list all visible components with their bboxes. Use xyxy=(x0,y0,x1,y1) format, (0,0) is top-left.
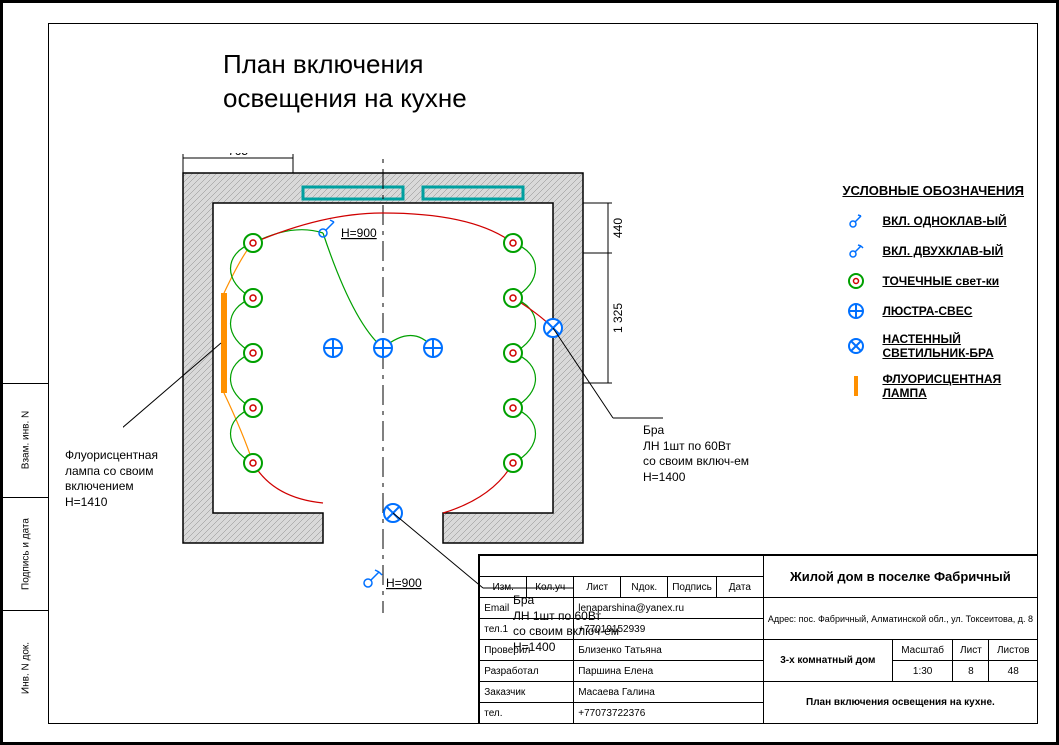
title-line: освещения на кухне xyxy=(223,82,467,116)
legend: УСЛОВНЫЕ ОБОЗНАЧЕНИЯ ВКЛ. ОДНОКЛАВ-ЫЙ ВКЛ… xyxy=(842,183,1024,412)
legend-title: УСЛОВНЫЕ ОБОЗНАЧЕНИЯ xyxy=(842,183,1024,198)
legend-label: ТОЧЕЧНЫЕ свет-ки xyxy=(882,274,999,288)
title-block: Жилой дом в поселке ФабричныйИзм.Кол.учЛ… xyxy=(478,554,1038,724)
drawing-page: Взам. инв. N Подпись и дата Инв. N док. … xyxy=(0,0,1059,745)
legend-row: ВКЛ. ОДНОКЛАВ-ЫЙ xyxy=(842,212,1024,230)
title-line: План включения xyxy=(223,48,467,82)
side-label: Инв. N док. xyxy=(20,642,31,694)
legend-icon xyxy=(842,272,870,290)
svg-text:1 325: 1 325 xyxy=(611,303,625,333)
svg-text:Н=900: Н=900 xyxy=(386,576,422,590)
note-fluorescent: Флуорисцентнаялампа со своимвключениемН=… xyxy=(65,448,158,510)
side-label: Подпись и дата xyxy=(20,518,31,590)
legend-row: ТОЧЕЧНЫЕ свет-ки xyxy=(842,272,1024,290)
legend-label: ФЛУОРИСЦЕНТНАЯЛАМПА xyxy=(882,372,1001,400)
legend-row: ФЛУОРИСЦЕНТНАЯЛАМПА xyxy=(842,372,1024,400)
side-cell: Инв. N док. xyxy=(3,610,48,724)
svg-text:Н=900: Н=900 xyxy=(341,226,377,240)
side-column: Взам. инв. N Подпись и дата Инв. N док. xyxy=(3,383,49,724)
legend-icon xyxy=(842,302,870,320)
legend-label: ЛЮСТРА-СВЕС xyxy=(882,304,972,318)
legend-row: ВКЛ. ДВУХКЛАВ-ЫЙ xyxy=(842,242,1024,260)
drawing-title: План включения освещения на кухне xyxy=(223,48,467,116)
legend-row: ЛЮСТРА-СВЕС xyxy=(842,302,1024,320)
side-label: Взам. инв. N xyxy=(20,411,31,469)
legend-icon xyxy=(842,337,870,355)
note-bra-right: БраЛН 1шт по 60Втсо своим включ-емН=1400 xyxy=(643,423,749,485)
side-cell: Взам. инв. N xyxy=(3,383,48,497)
legend-label: НАСТЕННЫЙСВЕТИЛЬНИК-БРА xyxy=(882,332,993,360)
legend-row: НАСТЕННЫЙСВЕТИЛЬНИК-БРА xyxy=(842,332,1024,360)
side-cell: Подпись и дата xyxy=(3,497,48,611)
svg-text:765: 765 xyxy=(228,153,248,158)
legend-icon xyxy=(842,374,870,398)
svg-text:440: 440 xyxy=(611,218,625,238)
legend-label: ВКЛ. ДВУХКЛАВ-ЫЙ xyxy=(882,244,1003,258)
legend-icon xyxy=(842,212,870,230)
legend-icon xyxy=(842,242,870,260)
legend-label: ВКЛ. ОДНОКЛАВ-ЫЙ xyxy=(882,214,1006,228)
